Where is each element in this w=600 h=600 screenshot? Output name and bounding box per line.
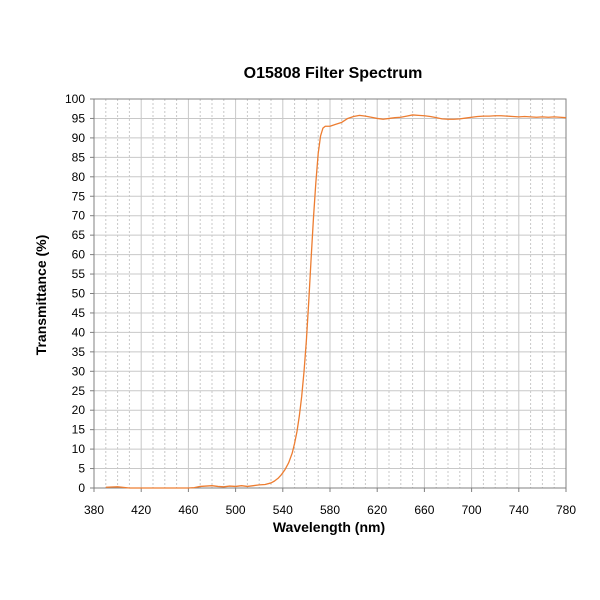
minor-gridlines xyxy=(105,99,555,488)
y-tick-label: 15 xyxy=(72,423,86,437)
x-tick-label: 380 xyxy=(84,503,104,517)
y-tick-label: 70 xyxy=(72,209,86,223)
axis-ticks xyxy=(90,98,567,492)
x-tick-label: 580 xyxy=(320,503,340,517)
x-tick-label: 740 xyxy=(509,503,529,517)
y-tick-label: 40 xyxy=(72,325,86,339)
y-tick-label: 10 xyxy=(72,442,86,456)
x-tick-label: 780 xyxy=(556,503,576,517)
x-axis-label: Wavelength (nm) xyxy=(273,519,385,535)
y-tick-label: 55 xyxy=(72,267,86,281)
y-tick-label: 90 xyxy=(72,131,86,145)
y-tick-label: 0 xyxy=(78,481,85,495)
y-tick-label: 100 xyxy=(65,92,85,106)
y-tick-label: 50 xyxy=(72,287,86,301)
y-axis-tick-labels: 0 5 10 15 20 25 30 35 40 45 50 55 60 65 70 75 80 85 90 95 10… xyxy=(65,92,85,495)
y-tick-label: 60 xyxy=(72,248,86,262)
y-tick-label: 5 xyxy=(78,462,85,476)
transmittance-series-line xyxy=(105,114,567,489)
major-gridlines xyxy=(94,99,566,488)
y-tick-label: 65 xyxy=(72,228,86,242)
y-tick-label: 95 xyxy=(72,111,86,125)
x-axis-tick-labels: 380 420 460 500 540 580 620 660 700 740 780 xyxy=(84,503,576,517)
series-layer xyxy=(105,114,567,489)
x-tick-label: 540 xyxy=(273,503,293,517)
x-tick-label: 700 xyxy=(462,503,482,517)
x-tick-label: 660 xyxy=(414,503,434,517)
y-tick-label: 30 xyxy=(72,364,86,378)
y-tick-label: 25 xyxy=(72,384,86,398)
x-tick-label: 460 xyxy=(178,503,198,517)
x-tick-label: 420 xyxy=(131,503,151,517)
y-tick-label: 85 xyxy=(72,150,86,164)
x-tick-label: 500 xyxy=(226,503,246,517)
y-tick-label: 20 xyxy=(72,403,86,417)
y-tick-label: 75 xyxy=(72,189,86,203)
y-axis-label: Transmittance (%) xyxy=(33,235,49,356)
y-tick-label: 45 xyxy=(72,306,86,320)
y-tick-label: 80 xyxy=(72,170,86,184)
y-tick-label: 35 xyxy=(72,345,86,359)
x-tick-label: 620 xyxy=(367,503,387,517)
chart-title: O15808 Filter Spectrum xyxy=(244,65,423,82)
